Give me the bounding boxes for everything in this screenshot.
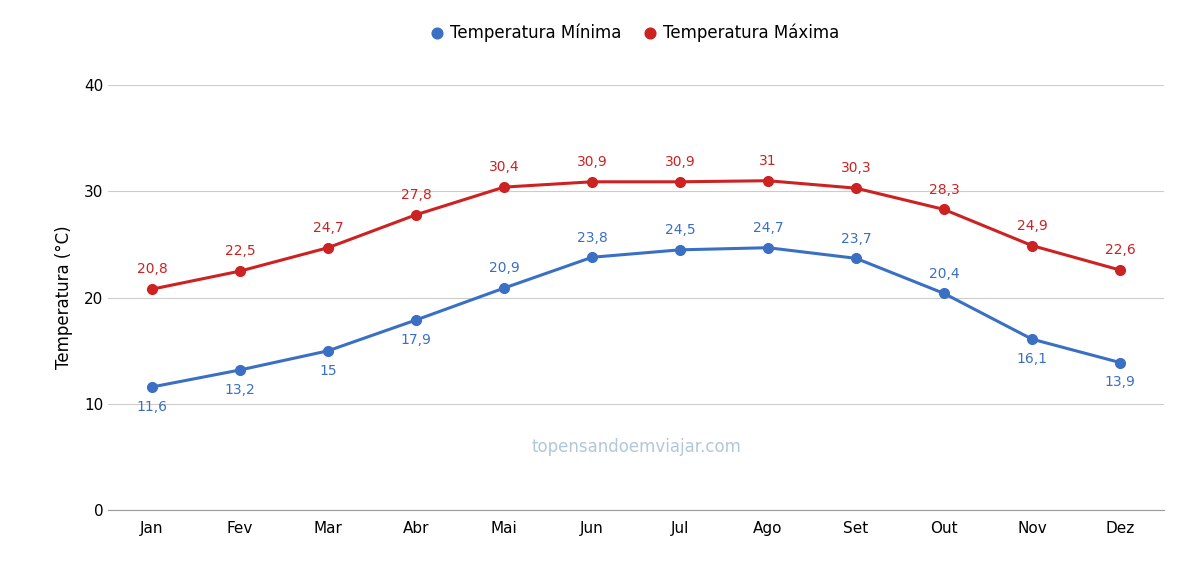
Temperatura Mínima	[673, 247, 688, 253]
Temperatura Máxima	[937, 206, 952, 213]
Temperatura Mínima	[145, 383, 160, 390]
Temperatura Mínima	[233, 366, 247, 373]
Text: 24,7: 24,7	[313, 221, 343, 235]
Temperatura Mínima	[497, 285, 511, 291]
Text: 22,6: 22,6	[1105, 243, 1135, 257]
Temperatura Máxima	[673, 179, 688, 185]
Text: 20,4: 20,4	[929, 266, 959, 281]
Temperatura Mínima	[761, 244, 775, 251]
Text: 24,7: 24,7	[752, 221, 784, 235]
Text: topensandoemviajar.com: topensandoemviajar.com	[532, 438, 740, 455]
Text: 24,5: 24,5	[665, 223, 695, 237]
Text: 20,9: 20,9	[488, 261, 520, 276]
Text: 23,8: 23,8	[577, 231, 607, 244]
Line: Temperatura Máxima: Temperatura Máxima	[148, 176, 1124, 294]
Temperatura Máxima	[848, 185, 863, 192]
Text: 15: 15	[319, 363, 337, 378]
Text: 13,9: 13,9	[1104, 375, 1135, 390]
Text: 28,3: 28,3	[929, 183, 959, 197]
Temperatura Máxima	[145, 286, 160, 293]
Temperatura Mínima	[1025, 336, 1039, 342]
Text: 20,8: 20,8	[137, 263, 167, 276]
Temperatura Mínima	[848, 255, 863, 262]
Temperatura Máxima	[233, 268, 247, 274]
Text: 13,2: 13,2	[224, 383, 256, 397]
Text: 22,5: 22,5	[224, 244, 256, 259]
Text: 17,9: 17,9	[401, 333, 432, 347]
Text: 23,7: 23,7	[841, 231, 871, 246]
Temperatura Máxima	[584, 179, 599, 185]
Legend: Temperatura Mínima, Temperatura Máxima: Temperatura Mínima, Temperatura Máxima	[426, 17, 846, 49]
Text: 31: 31	[760, 154, 776, 168]
Temperatura Máxima	[409, 211, 424, 218]
Temperatura Mínima	[584, 254, 599, 261]
Temperatura Máxima	[761, 177, 775, 184]
Text: 30,4: 30,4	[488, 160, 520, 175]
Temperatura Mínima	[320, 348, 335, 354]
Temperatura Máxima	[1112, 266, 1127, 273]
Temperatura Máxima	[497, 184, 511, 191]
Text: 30,9: 30,9	[665, 155, 695, 169]
Text: 27,8: 27,8	[401, 188, 431, 202]
Temperatura Mínima	[937, 290, 952, 297]
Text: 11,6: 11,6	[137, 400, 168, 414]
Text: 24,9: 24,9	[1016, 219, 1048, 233]
Temperatura Mínima	[409, 316, 424, 323]
Text: 16,1: 16,1	[1016, 352, 1048, 366]
Y-axis label: Temperatura (°C): Temperatura (°C)	[55, 226, 73, 370]
Line: Temperatura Mínima: Temperatura Mínima	[148, 243, 1124, 392]
Temperatura Máxima	[320, 244, 335, 251]
Text: 30,3: 30,3	[841, 162, 871, 175]
Temperatura Máxima	[1025, 242, 1039, 249]
Temperatura Mínima	[1112, 359, 1127, 366]
Text: 30,9: 30,9	[577, 155, 607, 169]
